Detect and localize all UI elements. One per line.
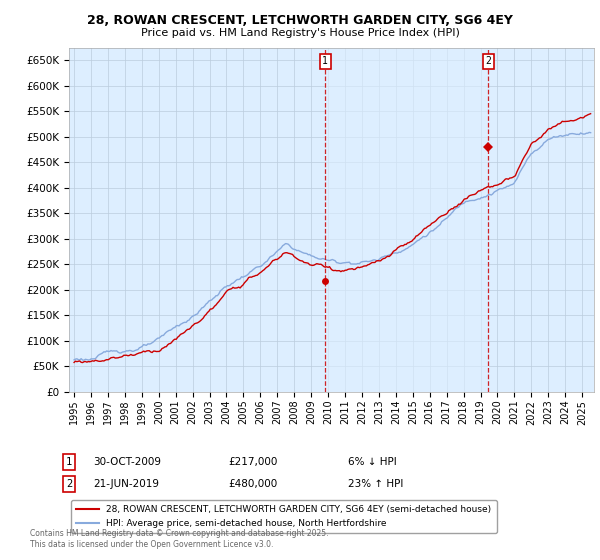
- Text: 1: 1: [66, 457, 72, 467]
- Text: 2: 2: [485, 57, 491, 67]
- Legend: 28, ROWAN CRESCENT, LETCHWORTH GARDEN CITY, SG6 4EY (semi-detached house), HPI: : 28, ROWAN CRESCENT, LETCHWORTH GARDEN CI…: [71, 500, 497, 533]
- Text: 1: 1: [322, 57, 328, 67]
- Text: 2: 2: [66, 479, 72, 489]
- Text: Price paid vs. HM Land Registry's House Price Index (HPI): Price paid vs. HM Land Registry's House …: [140, 28, 460, 38]
- Text: Contains HM Land Registry data © Crown copyright and database right 2025.
This d: Contains HM Land Registry data © Crown c…: [30, 529, 329, 549]
- Text: 21-JUN-2019: 21-JUN-2019: [93, 479, 159, 489]
- Bar: [325, 48, 488, 392]
- Text: £217,000: £217,000: [228, 457, 277, 467]
- Text: 28, ROWAN CRESCENT, LETCHWORTH GARDEN CITY, SG6 4EY: 28, ROWAN CRESCENT, LETCHWORTH GARDEN CI…: [87, 14, 513, 27]
- Text: 23% ↑ HPI: 23% ↑ HPI: [348, 479, 403, 489]
- Text: 6% ↓ HPI: 6% ↓ HPI: [348, 457, 397, 467]
- Text: 30-OCT-2009: 30-OCT-2009: [93, 457, 161, 467]
- Text: £480,000: £480,000: [228, 479, 277, 489]
